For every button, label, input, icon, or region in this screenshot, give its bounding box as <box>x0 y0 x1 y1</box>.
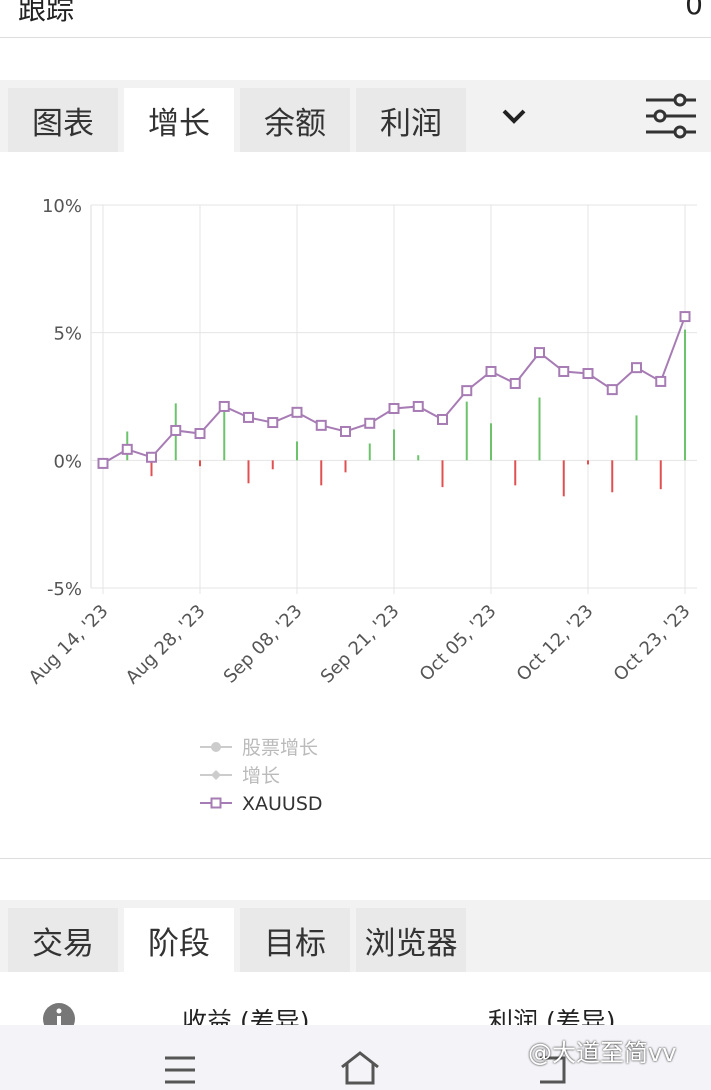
x-tick-label: Aug 28, '23 <box>122 601 210 689</box>
header-value: 0 <box>685 0 703 21</box>
point-marker <box>194 428 206 440</box>
bar <box>441 460 444 488</box>
point-marker <box>412 400 424 412</box>
tab[interactable]: 余额 <box>240 88 350 152</box>
legend-swatch <box>210 797 222 809</box>
bar <box>514 460 517 486</box>
point-marker <box>437 413 448 425</box>
point-marker <box>631 362 642 374</box>
bar <box>417 455 420 461</box>
point-marker <box>655 375 667 387</box>
x-tick-label: Sep 08, '23 <box>220 601 307 688</box>
menu-button[interactable] <box>162 1055 198 1085</box>
point-marker <box>509 377 521 389</box>
point-marker <box>364 417 376 429</box>
point-marker <box>582 368 594 380</box>
bar <box>587 460 589 465</box>
point-marker <box>170 424 182 436</box>
tab[interactable]: 增长 <box>124 88 234 152</box>
bar <box>271 460 274 470</box>
x-tick-label: Sep 21, '23 <box>317 601 404 688</box>
bar <box>611 460 614 493</box>
tab[interactable]: 交易 <box>8 908 118 972</box>
bar <box>635 415 638 461</box>
y-tick-label: -5% <box>47 579 82 600</box>
legend-swatch <box>211 742 221 752</box>
y-tick-label: 10% <box>42 196 82 217</box>
divider <box>0 858 711 859</box>
point-marker <box>291 406 303 418</box>
point-marker <box>340 425 351 437</box>
bar <box>344 460 347 473</box>
tab[interactable]: 利润 <box>356 88 466 152</box>
bar <box>150 460 153 477</box>
point-marker <box>243 411 254 423</box>
point-marker <box>461 385 473 397</box>
legend-label: 股票增长 <box>242 737 318 759</box>
bar <box>684 329 686 461</box>
tab-bar: 图表 增长 余额 利润 <box>0 80 711 152</box>
y-tick-label: 0% <box>53 451 82 472</box>
divider <box>0 37 711 38</box>
x-tick-label: Aug 14, '23 <box>25 601 113 689</box>
bar <box>247 460 250 484</box>
y-tick-label: 5% <box>53 324 82 345</box>
x-tick-label: Oct 12, '23 <box>513 601 598 686</box>
tab-bar: 交易 阶段 目标 浏览器 <box>0 900 711 972</box>
point-marker <box>679 311 691 323</box>
bar <box>223 409 226 461</box>
bar <box>368 443 371 461</box>
legend-label: XAUUSD <box>242 793 323 815</box>
legend-swatch <box>211 770 221 780</box>
point-marker <box>97 457 109 469</box>
home-button[interactable] <box>338 1049 382 1085</box>
legend-label: 增长 <box>242 765 280 787</box>
tab[interactable]: 浏览器 <box>356 908 466 972</box>
bar <box>393 429 395 461</box>
point-marker <box>388 403 400 415</box>
bar <box>490 423 492 461</box>
x-tick-label: Oct 05, '23 <box>416 601 501 686</box>
filter-icon[interactable] <box>644 92 698 140</box>
nav-bar: @大道至简vv <box>0 1025 711 1090</box>
bar <box>296 441 298 461</box>
bar <box>562 460 565 497</box>
point-marker <box>146 451 157 463</box>
point-marker <box>121 443 133 455</box>
tab[interactable]: 阶段 <box>124 908 234 972</box>
bar <box>465 401 468 461</box>
dropdown-icon[interactable] <box>500 106 528 126</box>
point-marker <box>315 419 327 431</box>
point-marker <box>267 417 279 429</box>
tab[interactable]: 目标 <box>240 908 350 972</box>
header-label: 跟踪 <box>18 0 75 26</box>
bar <box>659 460 662 490</box>
back-button[interactable] <box>536 1055 568 1085</box>
bar <box>320 460 323 486</box>
point-marker <box>606 384 618 396</box>
point-marker <box>485 365 497 377</box>
chart: 10% 5% 0% -5%Aug 14, '23 Aug 28, '23 Sep 08, … <box>25 196 697 815</box>
bar <box>538 397 541 461</box>
x-tick-label: Oct 23, '23 <box>610 601 695 686</box>
point-marker <box>218 400 230 412</box>
tab[interactable]: 图表 <box>8 88 118 152</box>
bar <box>199 460 201 467</box>
watermark: @大道至简vv <box>528 1039 677 1067</box>
point-marker <box>534 347 545 359</box>
point-marker <box>558 365 570 377</box>
